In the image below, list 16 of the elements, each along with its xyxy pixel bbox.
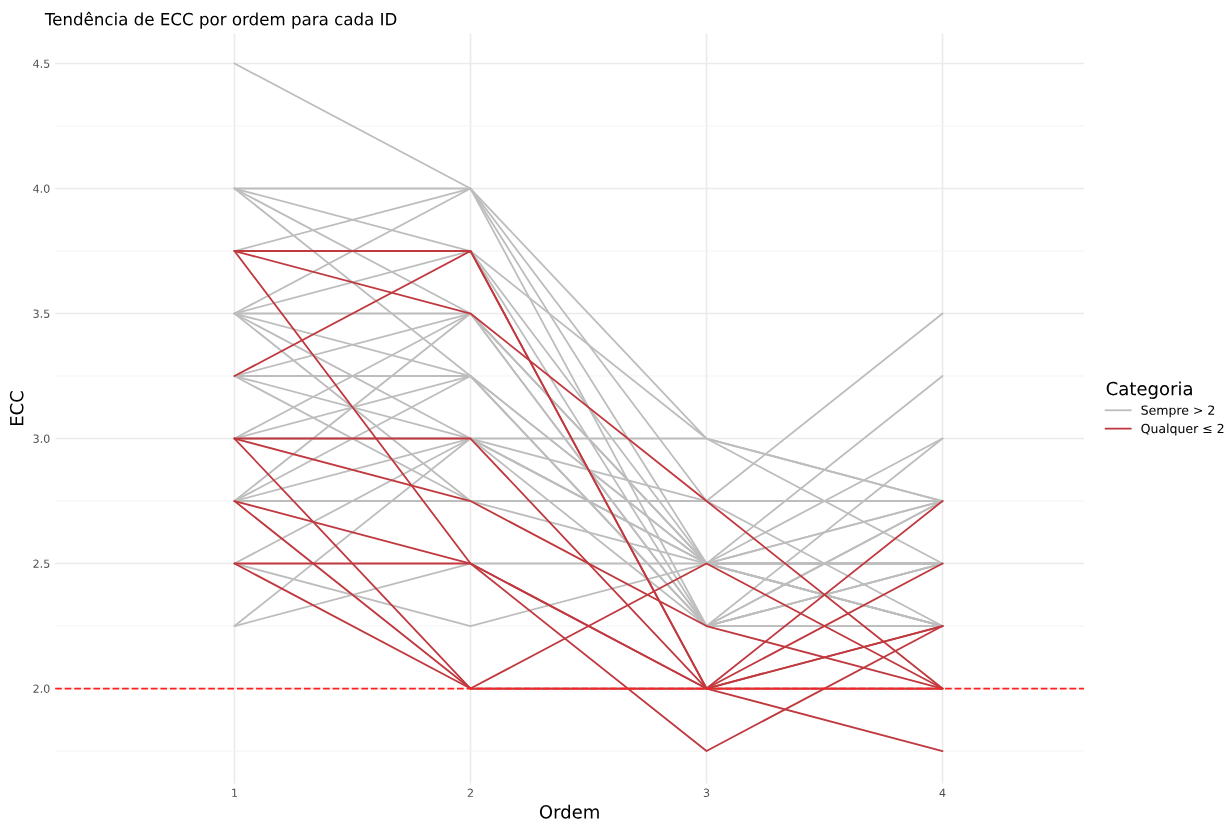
y-tick-label: 2.0 [33, 684, 50, 693]
y-axis-title: ECC [9, 391, 24, 426]
x-tick-label: 1 [232, 788, 237, 797]
x-axis-title: Ordem [539, 804, 599, 819]
legend-label: Sempre > 2 [1141, 405, 1215, 418]
x-tick-label: 2 [467, 788, 473, 797]
y-tick-label: 4.5 [33, 59, 50, 68]
chart-title: Tendência de ECC por ordem para cada ID [44, 11, 397, 29]
y-tick-label: 2.5 [33, 559, 50, 568]
y-tick-label: 3.0 [33, 434, 50, 443]
legend-label: Qualquer ≤ 2 [1141, 423, 1224, 436]
y-tick-label: 3.5 [33, 309, 50, 318]
x-tick-label: 4 [939, 788, 946, 797]
legend-title: Categoria [1106, 381, 1192, 399]
y-tick-label: 4.0 [33, 184, 50, 193]
x-tick-label: 3 [703, 788, 710, 797]
